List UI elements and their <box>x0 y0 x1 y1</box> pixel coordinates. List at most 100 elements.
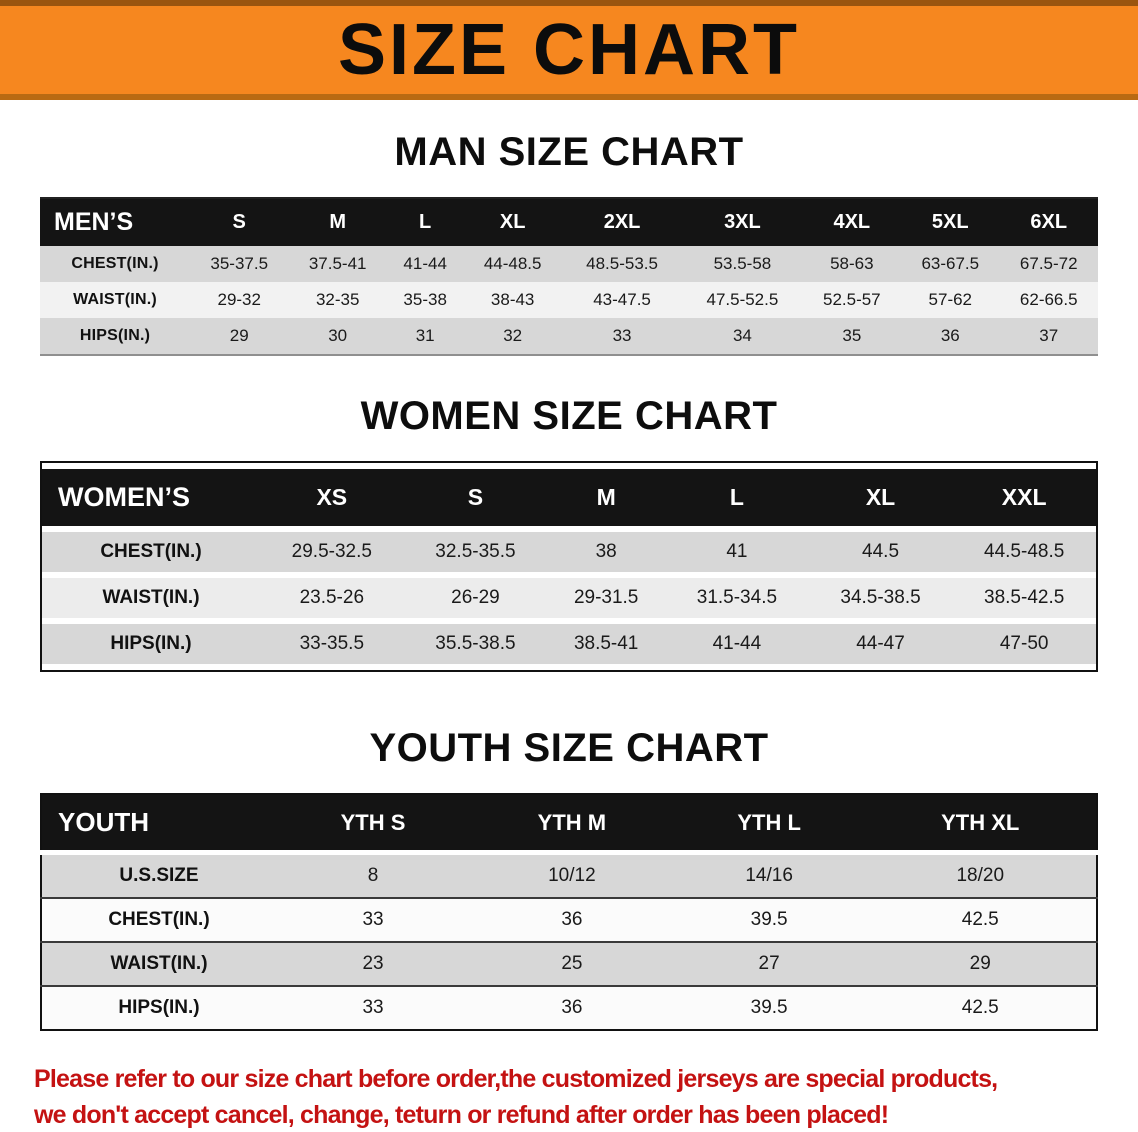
table-row: HIPS(IN.) 33-35.5 35.5-38.5 38.5-41 41-44 44-… <box>42 624 1096 664</box>
table-row: HIPS(IN.) 29 30 31 32 33 34 35 36 37 <box>40 318 1098 355</box>
size-value: 48.5-53.5 <box>586 254 658 273</box>
size-value: 43-47.5 <box>593 290 651 309</box>
table-header-row: MEN’S S M L XL 2XL 3XL 4XL 5XL 6XL <box>40 198 1098 246</box>
size-column-header: YTH L <box>673 794 865 855</box>
size-value: 44.5 <box>862 541 900 562</box>
size-value: 57-62 <box>928 290 973 309</box>
size-value: 36 <box>561 909 583 930</box>
size-value: 41 <box>726 541 748 562</box>
row-label: CHEST(IN.) <box>71 255 159 272</box>
size-value: 35-38 <box>403 290 447 309</box>
size-value: 23 <box>362 953 384 974</box>
size-value: 25 <box>561 953 583 974</box>
size-value: 26-29 <box>451 587 500 608</box>
men-section-heading: MAN SIZE CHART <box>394 130 744 174</box>
women-size-table: WOMEN’S XS S M L XL XXL CHEST(IN.) 29.5-32.5 32.5… <box>40 461 1098 672</box>
size-column-header: 4XL <box>833 211 871 233</box>
size-column-header: L <box>729 484 744 510</box>
table-row: WAIST(IN.) 29-32 32-35 35-38 38-43 43-47.5 47.… <box>40 282 1098 318</box>
row-label: U.S.SIZE <box>119 865 199 886</box>
size-value: 44-48.5 <box>483 254 542 273</box>
size-column-header: M <box>596 484 616 510</box>
size-value: 41-44 <box>712 633 762 654</box>
size-column-header: XXL <box>1001 484 1047 510</box>
title-banner: SIZE CHART <box>0 0 1138 100</box>
size-value: 33 <box>362 997 384 1018</box>
size-value: 33 <box>362 909 384 930</box>
row-label: WAIST(IN.) <box>110 953 208 974</box>
table-corner-label: YOUTH <box>41 794 276 855</box>
size-value: 37 <box>1039 326 1059 345</box>
size-value: 34 <box>732 326 752 345</box>
youth-section-heading: YOUTH SIZE CHART <box>369 726 769 770</box>
size-value: 29 <box>229 326 249 345</box>
row-label: CHEST(IN.) <box>108 909 210 930</box>
size-value: 29-31.5 <box>573 587 639 608</box>
disclaimer: Please refer to our size chart before or… <box>0 1061 1138 1132</box>
table-row: CHEST(IN.) 35-37.5 37.5-41 41-44 44-48.5 48.5… <box>40 246 1098 282</box>
size-value: 29.5-32.5 <box>291 541 372 562</box>
size-value: 32 <box>503 326 523 345</box>
size-value: 47-50 <box>999 633 1049 654</box>
disclaimer-line-2: we don't accept cancel, change, teturn o… <box>34 1101 889 1130</box>
table-corner-label: MEN’S <box>54 208 134 236</box>
size-value: 47.5-52.5 <box>706 290 779 309</box>
size-value: 44-47 <box>856 633 905 654</box>
size-value: 14/16 <box>745 865 793 886</box>
size-value: 36 <box>561 997 583 1018</box>
size-value: 34.5-38.5 <box>840 587 921 608</box>
table-row: CHEST(IN.) 29.5-32.5 32.5-35.5 38 41 44.5 44.5… <box>42 532 1096 572</box>
size-column-header: YTH XL <box>864 794 1097 855</box>
size-value: 29 <box>969 953 991 974</box>
size-value: 41-44 <box>403 254 447 273</box>
table-header-row: WOMEN’S XS S M L XL XXL <box>42 469 1096 526</box>
women-section-heading: WOMEN SIZE CHART <box>360 394 778 438</box>
size-column-header: YTH S <box>276 794 471 855</box>
youth-size-table: YOUTH YTH S YTH M YTH L YTH XL U.S.SIZE 8 10/12… <box>40 793 1098 1031</box>
page-title: SIZE CHART <box>338 10 800 90</box>
row-label: WAIST(IN.) <box>102 587 200 608</box>
size-value: 39.5 <box>750 909 788 930</box>
size-value: 31.5-34.5 <box>696 587 778 608</box>
size-value: 31 <box>415 326 435 345</box>
size-column-header: XL <box>499 211 526 233</box>
table-row: U.S.SIZE 8 10/12 14/16 18/20 <box>41 852 1097 898</box>
size-value: 63-67.5 <box>921 254 980 273</box>
row-label: HIPS(IN.) <box>110 633 192 654</box>
size-value: 42.5 <box>961 909 999 930</box>
size-value: 30 <box>328 326 348 345</box>
size-value: 29-32 <box>217 290 261 309</box>
table-row: WAIST(IN.) 23 25 27 29 <box>41 942 1097 986</box>
size-value: 33-35.5 <box>299 633 365 654</box>
size-value: 10/12 <box>548 865 596 886</box>
youth-size-section: YOUTH SIZE CHART YOUTH YTH S YTH M YTH L YTH… <box>0 726 1138 1031</box>
size-value: 62-66.5 <box>1019 290 1078 309</box>
row-label: CHEST(IN.) <box>100 541 202 562</box>
size-column-header: M <box>329 211 347 233</box>
size-value: 38 <box>595 541 617 562</box>
size-column-header: 2XL <box>603 211 641 233</box>
men-size-section: MAN SIZE CHART MEN’S S M L XL 2XL 3XL 4XL 5XL 6XL… <box>0 130 1138 356</box>
row-label: WAIST(IN.) <box>73 291 157 308</box>
size-value: 36 <box>940 326 960 345</box>
size-value: 27 <box>758 953 780 974</box>
size-column-header: YTH M <box>470 794 674 855</box>
size-column-header: XL <box>865 484 896 510</box>
size-value: 35-37.5 <box>210 254 269 273</box>
size-column-header: S <box>232 211 246 233</box>
table-row: CHEST(IN.) 33 36 39.5 42.5 <box>41 898 1097 942</box>
table-row: WAIST(IN.) 23.5-26 26-29 29-31.5 31.5-34.5 34… <box>42 578 1096 618</box>
size-value: 39.5 <box>750 997 788 1018</box>
size-value: 33 <box>612 326 632 345</box>
men-size-table: MEN’S S M L XL 2XL 3XL 4XL 5XL 6XL CHEST(IN.) 35-37… <box>40 197 1098 356</box>
size-value: 23.5-26 <box>299 587 365 608</box>
size-value: 35.5-38.5 <box>435 633 516 654</box>
size-column-header: L <box>419 211 432 233</box>
size-value: 42.5 <box>961 997 999 1018</box>
size-value: 35 <box>842 326 862 345</box>
size-value: 37.5-41 <box>308 254 367 273</box>
size-value: 53.5-58 <box>713 254 772 273</box>
size-column-header: 5XL <box>931 211 969 233</box>
size-column-header: 3XL <box>724 211 761 233</box>
size-value: 44.5-48.5 <box>984 541 1065 562</box>
